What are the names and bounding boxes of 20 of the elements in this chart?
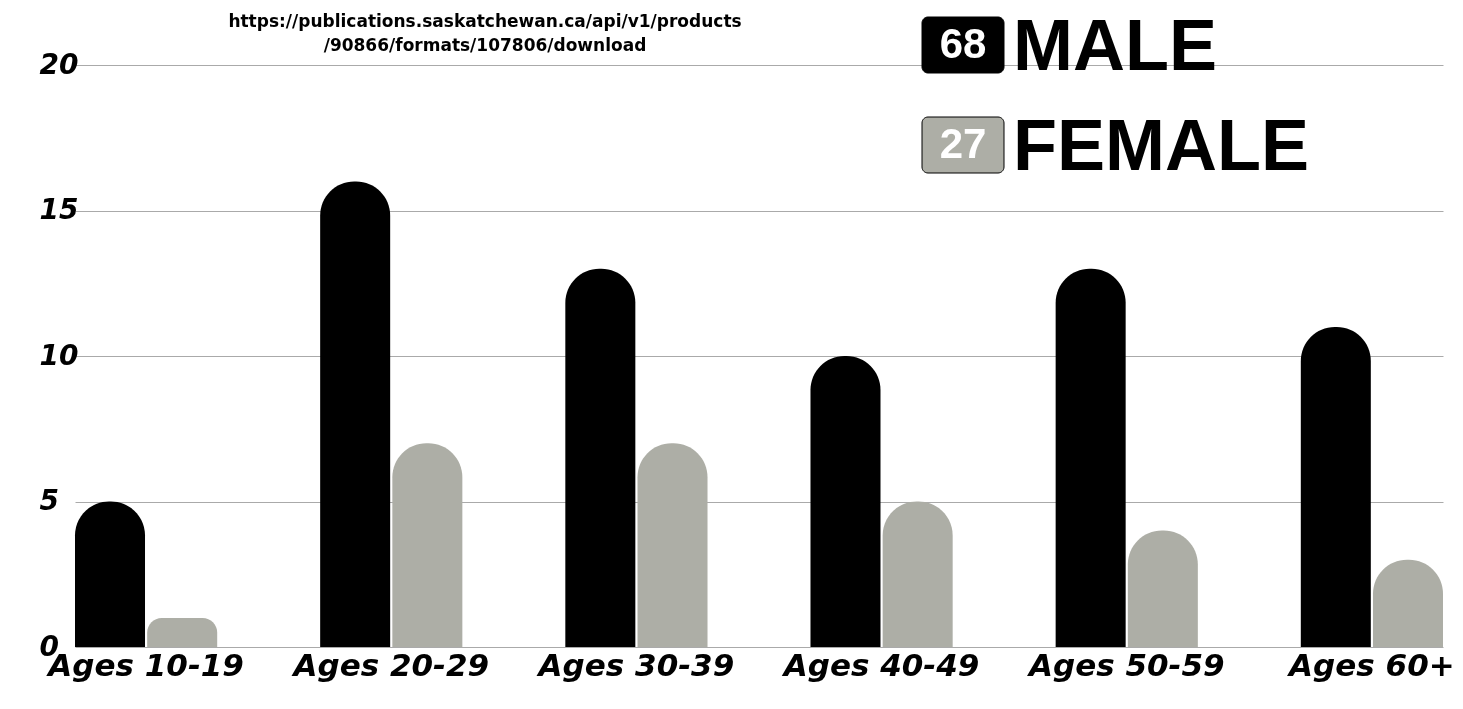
legend-label: MALE xyxy=(1013,5,1217,85)
bar xyxy=(75,501,146,647)
bar xyxy=(320,181,391,647)
y-tick-label: 15 xyxy=(39,193,79,226)
x-tick-label: Ages 20-29 xyxy=(290,646,490,683)
annotation: 27 xyxy=(939,120,987,167)
bar xyxy=(1055,268,1126,647)
x-tick-label: Ages 50-59 xyxy=(1025,646,1225,683)
y-tick-label: 20 xyxy=(39,47,79,81)
y-tick-label: 10 xyxy=(39,338,79,372)
bar xyxy=(565,268,636,647)
x-tick-label: Ages 40-49 xyxy=(780,646,980,683)
bar xyxy=(1300,326,1371,647)
x-tick-label: Ages 60+ xyxy=(1286,646,1455,683)
x-tick-label: Ages 30-39 xyxy=(535,646,735,683)
y-tick-label: 5 xyxy=(39,484,59,517)
legend-label: FEMALE xyxy=(1013,105,1309,185)
annotation: 68 xyxy=(939,20,987,67)
bar xyxy=(810,356,881,647)
text: https://publications.saskatchewan.ca/api/v1/products/90866/formats/107806/download xyxy=(228,11,742,55)
